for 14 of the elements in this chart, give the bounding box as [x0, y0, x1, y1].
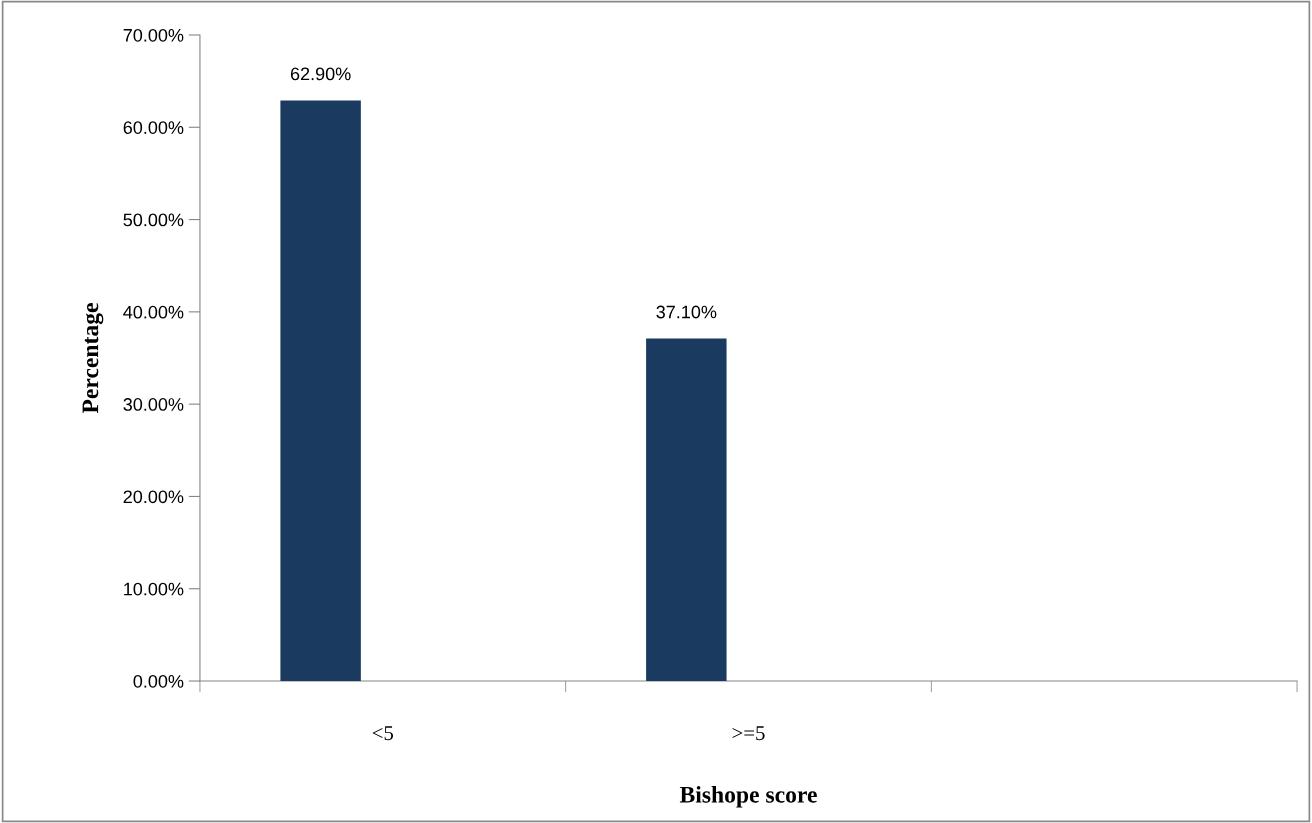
y-tick-label: 0.00%: [133, 674, 184, 688]
x-tick-label: >=5: [732, 726, 765, 741]
y-axis-title: Percentage: [82, 303, 104, 414]
y-tick-label: 10.00%: [124, 582, 184, 596]
x-axis-title: Bishope score: [679, 786, 817, 808]
data-label: 37.10%: [656, 305, 717, 319]
x-tick-label: <5: [372, 726, 394, 741]
y-tick-label: 70.00%: [123, 28, 184, 42]
y-tick-label: 40.00%: [123, 305, 184, 319]
y-tick-label: 30.00%: [123, 398, 184, 411]
y-tick-label: 60.00%: [123, 121, 184, 134]
data-label: 62.90%: [290, 67, 351, 81]
y-tick-label: 50.00%: [123, 213, 184, 227]
y-tick-label: 20.00%: [123, 490, 184, 504]
